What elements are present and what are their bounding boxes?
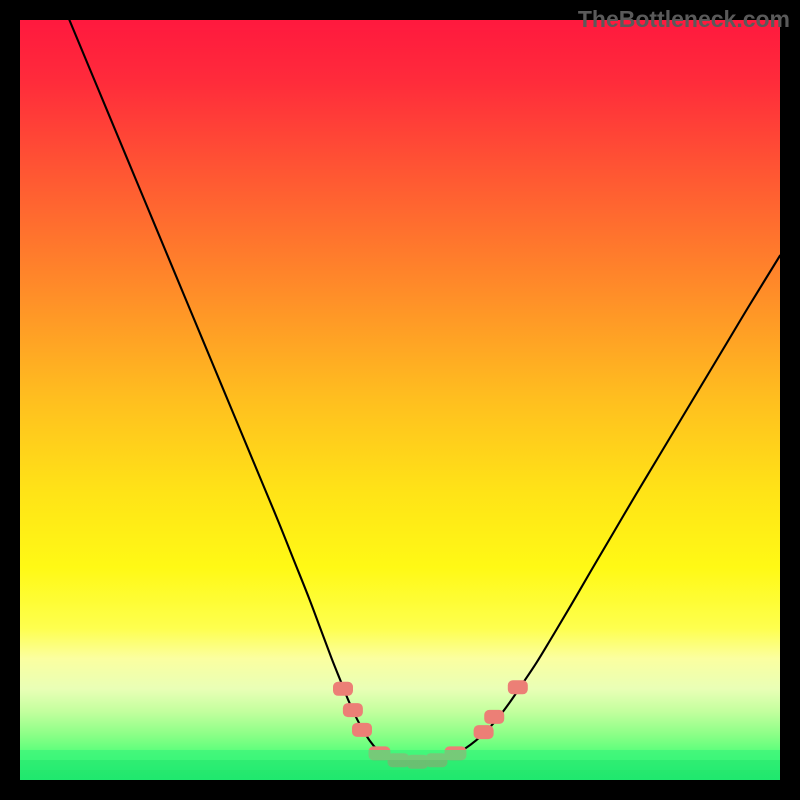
marker-left-2 <box>352 723 372 737</box>
marker-right-2 <box>508 680 528 694</box>
right-curve <box>408 256 780 764</box>
marker-right-1 <box>484 710 504 724</box>
bottom-band <box>20 750 780 780</box>
marker-left-0 <box>333 682 353 696</box>
marker-left-1 <box>343 703 363 717</box>
outer-frame: TheBottleneck.com <box>0 0 800 800</box>
plot-area <box>20 20 780 780</box>
watermark-text: TheBottleneck.com <box>578 6 790 33</box>
curves-svg <box>20 20 780 780</box>
marker-right-0 <box>474 725 494 739</box>
left-curve <box>69 20 407 763</box>
